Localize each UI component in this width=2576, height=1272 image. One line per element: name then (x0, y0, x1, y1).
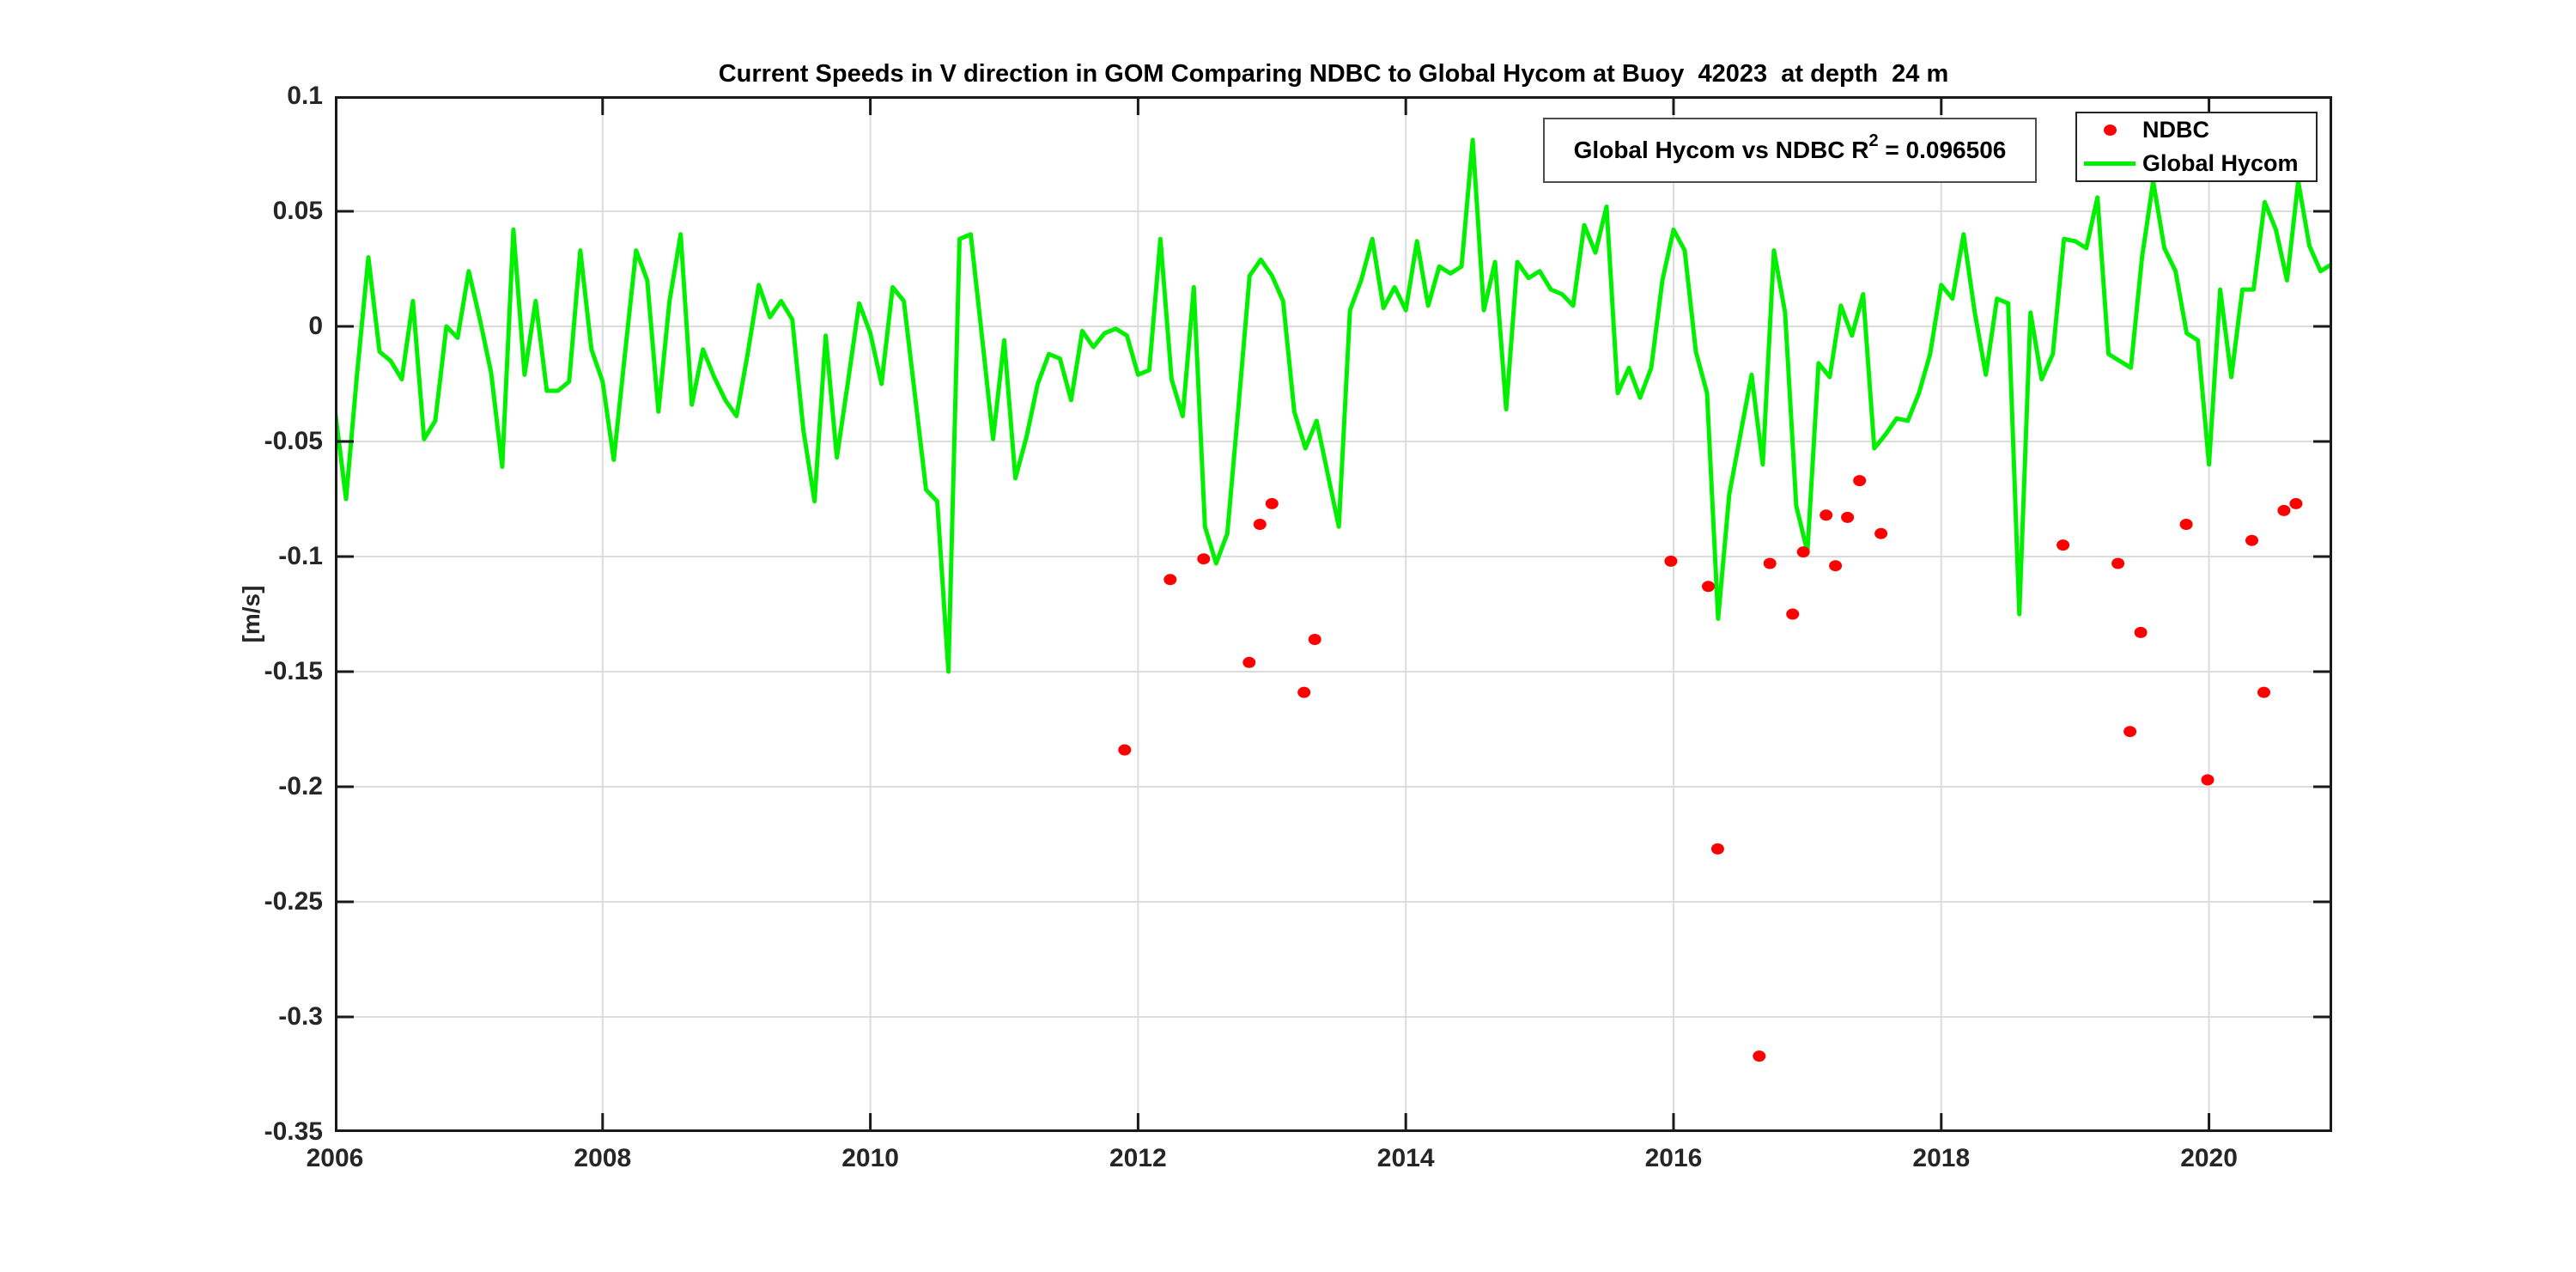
scatter-point-ndbc (2257, 686, 2270, 698)
scatter-point-ndbc (1297, 686, 1311, 698)
legend-box: NDBC Global Hycom (2075, 112, 2318, 182)
y-tick-label: -0.15 (264, 657, 323, 685)
scatter-point-ndbc (2277, 504, 2291, 516)
scatter-point-ndbc (2179, 519, 2193, 530)
scatter-point-ndbc (2134, 626, 2148, 638)
scatter-point-ndbc (1242, 656, 1256, 668)
series-line-global-hycom (335, 137, 2332, 674)
chart-title: Current Speeds in V direction in GOM Com… (718, 60, 1949, 88)
r2-annotation-text: Global Hycom vs NDBC R (1573, 137, 1869, 163)
y-tick-label: -0.35 (264, 1117, 323, 1146)
scatter-point-ndbc (1820, 509, 1833, 521)
x-tick-label: 2018 (1912, 1144, 1971, 1172)
scatter-point-ndbc (2123, 726, 2137, 738)
y-tick-label: 0 (308, 312, 323, 340)
legend-label-global-hycom: Global Hycom (2142, 149, 2299, 176)
r2-superscript: 2 (1868, 131, 1879, 150)
y-tick-label: -0.2 (278, 772, 323, 800)
scatter-point-ndbc (1874, 527, 1888, 539)
legend-entry-ndbc: NDBC (2077, 114, 2316, 147)
scatter-point-ndbc (1786, 608, 1800, 620)
ndbc-dot-marker-icon (2103, 125, 2117, 137)
scatter-point-ndbc (1163, 574, 1177, 586)
y-tick-label: -0.05 (264, 427, 323, 455)
scatter-point-ndbc (1841, 511, 1855, 523)
legend-label-ndbc: NDBC (2142, 117, 2209, 143)
r2-annotation-value: = 0.096506 (1878, 137, 2007, 163)
axes-box (335, 96, 2332, 1132)
scatter-point-ndbc (1308, 634, 1321, 645)
scatter-point-ndbc (1118, 744, 1132, 756)
scatter-point-ndbc (1796, 546, 1810, 558)
scatter-point-ndbc (1702, 581, 1715, 593)
scatter-point-ndbc (1710, 843, 1724, 855)
y-tick-label: -0.1 (278, 542, 323, 570)
x-tick-label: 2008 (574, 1144, 632, 1172)
scatter-point-ndbc (1763, 557, 1777, 569)
scatter-point-ndbc (1853, 475, 1867, 487)
legend-entry-global-hycom: Global Hycom (2077, 147, 2316, 180)
scatter-point-ndbc (1829, 560, 1843, 572)
scatter-point-ndbc (2289, 497, 2303, 509)
plot-area (335, 96, 2332, 1132)
y-tick-label: -0.25 (264, 887, 323, 916)
global-hycom-line-marker-icon (2084, 161, 2136, 166)
scatter-point-ndbc (2111, 557, 2125, 569)
x-tick-label: 2006 (306, 1144, 364, 1172)
scatter-point-ndbc (2245, 534, 2258, 546)
scatter-point-ndbc (1253, 519, 1267, 530)
scatter-point-ndbc (1753, 1050, 1766, 1062)
x-tick-label: 2020 (2180, 1144, 2238, 1172)
scatter-point-ndbc (2201, 774, 2215, 786)
scatter-point-ndbc (1664, 555, 1678, 567)
scatter-point-ndbc (1197, 553, 1211, 565)
x-tick-label: 2014 (1376, 1144, 1435, 1172)
chart-canvas (335, 96, 2332, 1132)
scatter-point-ndbc (2057, 539, 2070, 551)
x-tick-label: 2010 (841, 1144, 899, 1172)
y-tick-label: -0.3 (278, 1002, 323, 1031)
y-tick-label: 0.05 (272, 197, 323, 225)
y-tick-label: 0.1 (287, 82, 323, 110)
scatter-point-ndbc (1265, 497, 1279, 509)
x-tick-label: 2016 (1644, 1144, 1703, 1172)
y-axis-label: [m/s] (238, 585, 264, 643)
x-tick-label: 2012 (1109, 1144, 1167, 1172)
